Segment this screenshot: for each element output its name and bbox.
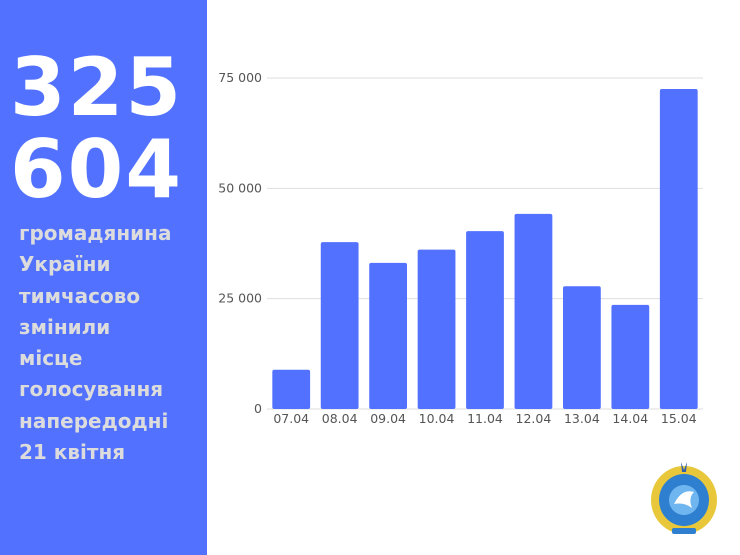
bar [562, 286, 601, 409]
y-tick-label: 0 [254, 401, 262, 416]
bar [320, 242, 359, 409]
bar [369, 262, 408, 409]
x-tick-label: 07.04 [273, 411, 309, 426]
headline-line: 21 квітня [19, 440, 126, 465]
bar [417, 249, 456, 409]
x-tick-label: 09.04 [370, 411, 406, 426]
headline-line: напередодні [19, 408, 169, 433]
headline-line: тимчасово [19, 283, 141, 308]
headline-line: України [19, 252, 111, 277]
bar [611, 304, 650, 409]
y-tick-label: 50 000 [218, 180, 262, 195]
x-tick-label: 12.04 [516, 411, 552, 426]
x-tick-label: 15.04 [661, 411, 697, 426]
x-tick-label: 10.04 [419, 411, 455, 426]
bar [659, 89, 698, 410]
left-panel: 325 604 громадянина України тимчасово зм… [0, 0, 207, 555]
cec-emblem-logo [651, 462, 717, 534]
bar [272, 369, 311, 409]
total-number-part2: 604 [10, 123, 183, 216]
headline-line: голосування [19, 377, 164, 402]
headline-text: громадянина України тимчасово змінили мі… [19, 218, 172, 468]
total-number-part1: 325 [10, 41, 183, 134]
x-tick-label: 11.04 [467, 411, 503, 426]
bar [514, 213, 553, 409]
x-tick-label: 13.04 [564, 411, 600, 426]
headline-line: змінили [19, 314, 111, 339]
x-tick-label: 08.04 [322, 411, 358, 426]
y-tick-label: 75 000 [218, 70, 262, 85]
headline-line: громадянина [19, 221, 172, 245]
bar [466, 231, 504, 409]
y-tick-label: 25 000 [218, 291, 262, 306]
x-tick-label: 14.04 [612, 411, 648, 426]
headline-line: місце [19, 346, 83, 371]
